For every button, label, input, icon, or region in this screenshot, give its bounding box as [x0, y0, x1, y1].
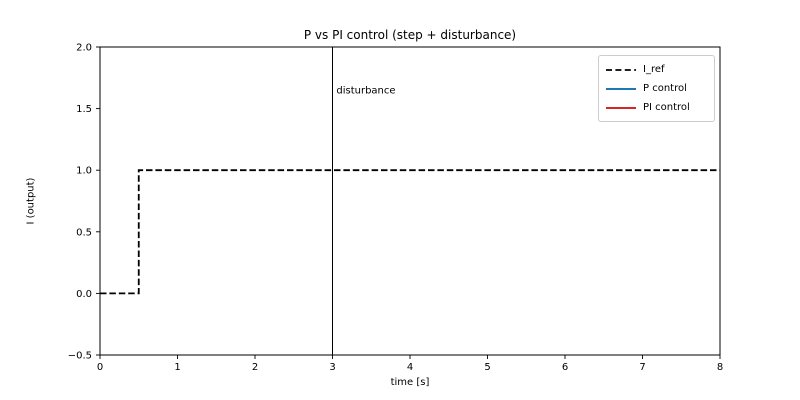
- chart-title: P vs PI control (step + disturbance): [303, 28, 517, 42]
- x-tick-label: 3: [329, 362, 335, 373]
- legend-label: P control: [643, 83, 687, 94]
- legend-label: PI control: [643, 102, 690, 113]
- solid-line-sample-icon: [606, 106, 636, 109]
- x-tick-label: 5: [484, 362, 490, 373]
- y-tick-label: 1.0: [76, 166, 92, 177]
- y-tick-label: 0.5: [76, 227, 92, 238]
- solid-line-sample-icon: [606, 87, 636, 90]
- y-axis-label: I (output): [25, 177, 37, 225]
- x-tick-label: 1: [174, 362, 180, 373]
- x-tick-label: 7: [639, 362, 645, 373]
- x-tick-label: 2: [252, 362, 258, 373]
- x-axis-label: time [s]: [390, 377, 430, 388]
- legend-entry-pi-control: PI control: [606, 98, 706, 117]
- x-tick-label: 6: [562, 362, 568, 373]
- disturbance-annotation: disturbance: [336, 85, 396, 97]
- y-tick-label: −0.5: [68, 351, 92, 362]
- y-tick-label: 1.5: [76, 104, 92, 115]
- y-tick-label: 0.0: [76, 289, 92, 300]
- x-tick-label: 8: [717, 362, 723, 373]
- dashed-line-sample-icon: [606, 68, 636, 71]
- legend: I_ref P control PI control: [598, 55, 715, 122]
- series-line-i-ref: [100, 169, 720, 295]
- x-tick-label: 4: [407, 362, 413, 373]
- x-tick-label: 0: [97, 362, 103, 373]
- legend-entry-iref: I_ref: [606, 60, 706, 79]
- legend-label: I_ref: [643, 64, 665, 75]
- legend-entry-p-control: P control: [606, 79, 706, 98]
- y-tick-label: 2.0: [76, 43, 92, 54]
